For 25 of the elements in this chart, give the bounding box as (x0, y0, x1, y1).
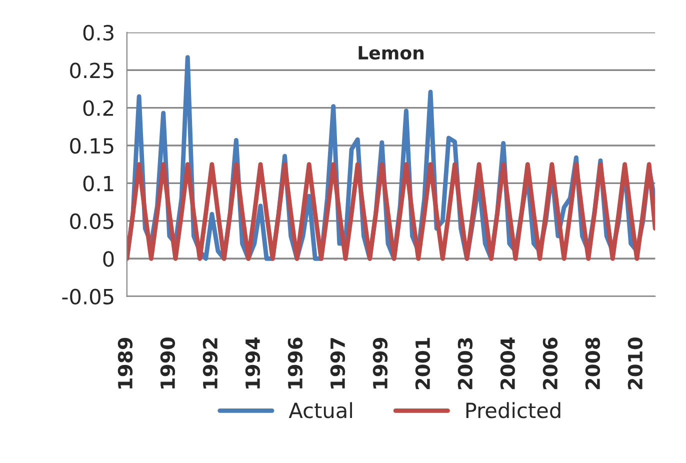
line-series (126, 162, 656, 261)
x-tick-label: 2004 (500, 337, 516, 390)
legend-label: Actual (288, 402, 352, 418)
text: Lemon (358, 46, 424, 60)
x-tick-label: 2003 (458, 338, 473, 390)
x-tick-label: 2010 (628, 338, 643, 390)
y-tick-label: 0.1 (83, 176, 114, 192)
x-tick-label: 1990 (160, 338, 176, 389)
x-tick-label: 1992 (202, 338, 218, 389)
x-tick-label: 2006 (542, 338, 558, 390)
y-tick-label: 0.2 (83, 100, 114, 116)
x-tick-label: 1999 (372, 338, 388, 389)
y-tick-label: 0 (103, 251, 114, 267)
y-tick-label: 0.15 (70, 138, 114, 154)
x-tick-label: 2008 (585, 338, 600, 390)
y-tick-label: -0.05 (62, 288, 114, 305)
legend-label: Predicted (466, 402, 560, 418)
x-tick-label: 1997 (330, 338, 346, 389)
y-tick-label: 0.05 (70, 213, 114, 230)
y-tick-label: 0.25 (70, 62, 114, 78)
x-tick-label: 1994 (245, 337, 260, 389)
x-tick-label: 1996 (288, 338, 303, 389)
y-tick-label: 0.3 (83, 24, 114, 41)
x-tick-label: 1989 (118, 338, 133, 389)
x-tick-label: 2001 (415, 338, 430, 390)
